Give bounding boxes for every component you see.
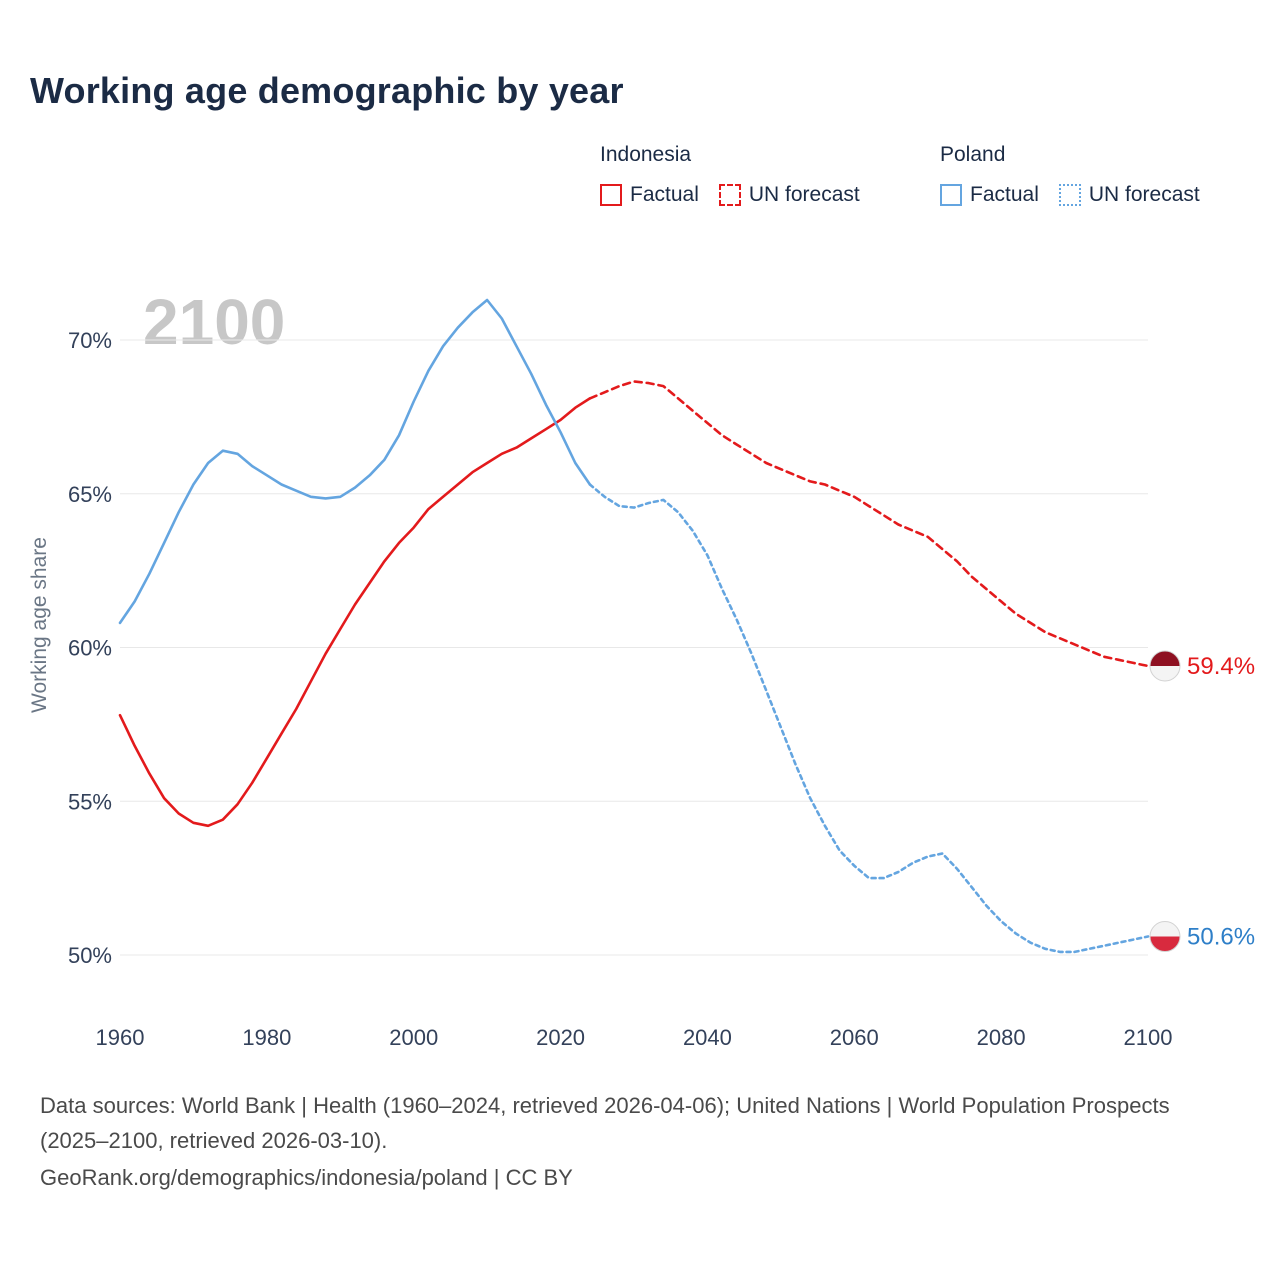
chart-title: Working age demographic by year: [30, 70, 624, 111]
legend-group-indonesia: Indonesia Factual UN forecast: [600, 143, 940, 207]
poland-flag-marker-bottom: [1150, 936, 1180, 952]
indonesia-flag-marker-outline: [1149, 650, 1181, 682]
y-tick-label: 50%: [68, 943, 112, 968]
indonesia-factual-swatch: [600, 184, 622, 206]
poland-end-value-label: 50.6%: [1187, 924, 1255, 951]
data-sources-text: Data sources: World Bank | Health (1960–…: [40, 1093, 1170, 1154]
legend: Indonesia Factual UN forecast Poland Fac…: [600, 143, 1280, 207]
legend-items-indonesia: Factual UN forecast: [600, 183, 940, 207]
legend-label: UN forecast: [1088, 183, 1200, 206]
footer: Data sources: World Bank | Health (1960–…: [40, 1088, 1170, 1196]
x-tick-label: 2040: [683, 1025, 732, 1050]
indonesia-end-value-label: 59.4%: [1187, 653, 1255, 680]
legend-label: UN forecast: [748, 183, 860, 206]
x-tick-label: 2020: [536, 1025, 585, 1050]
y-tick-label: 60%: [68, 636, 112, 661]
legend-item-indonesia-forecast[interactable]: UN forecast: [718, 183, 860, 207]
y-tick-label: 65%: [68, 482, 112, 507]
chart-canvas: 2100 50% 55% 60% 65% 70% 1960 1980 2000 2020 2040 2…: [28, 286, 1255, 1050]
legend-group-title-poland: Poland: [940, 143, 1006, 166]
legend-items-poland: Factual UN forecast: [940, 183, 1280, 207]
indonesia-forecast-swatch: [718, 184, 741, 206]
legend-item-poland-factual[interactable]: Factual: [940, 183, 1039, 207]
x-tick-label: 2100: [1124, 1025, 1173, 1050]
legend-label: Factual: [970, 183, 1039, 206]
x-tick-label: 2060: [830, 1025, 879, 1050]
watermark-year: 2100: [143, 286, 285, 358]
legend-item-poland-forecast[interactable]: UN forecast: [1058, 183, 1200, 207]
indonesia-flag-marker-bottom: [1150, 665, 1180, 681]
indonesia-flag-marker-top: [1150, 650, 1180, 666]
y-axis-title: Working age share: [28, 537, 51, 713]
legend-label: Factual: [630, 183, 699, 206]
legend-group-title-indonesia: Indonesia: [600, 143, 692, 166]
x-tick-label: 1980: [242, 1025, 291, 1050]
y-tick-label: 55%: [68, 789, 112, 814]
legend-group-poland: Poland Factual UN forecast: [940, 143, 1280, 207]
poland-forecast-swatch: [1058, 184, 1081, 206]
attribution-text: GeoRank.org/demographics/indonesia/polan…: [40, 1165, 573, 1191]
y-tick-label: 70%: [68, 328, 112, 353]
series-indonesia-factual: [118, 397, 592, 828]
series-indonesia-un-forecast: [588, 380, 1150, 668]
series-poland-factual: [118, 298, 592, 625]
poland-flag-marker-outline: [1149, 921, 1181, 953]
poland-flag-marker-top: [1150, 921, 1180, 937]
legend-item-indonesia-factual[interactable]: Factual: [600, 183, 699, 207]
x-tick-label: 2000: [389, 1025, 438, 1050]
x-tick-label: 2080: [977, 1025, 1026, 1050]
poland-factual-swatch: [940, 184, 962, 206]
x-tick-label: 1960: [96, 1025, 145, 1050]
series-poland-un-forecast: [588, 483, 1150, 954]
